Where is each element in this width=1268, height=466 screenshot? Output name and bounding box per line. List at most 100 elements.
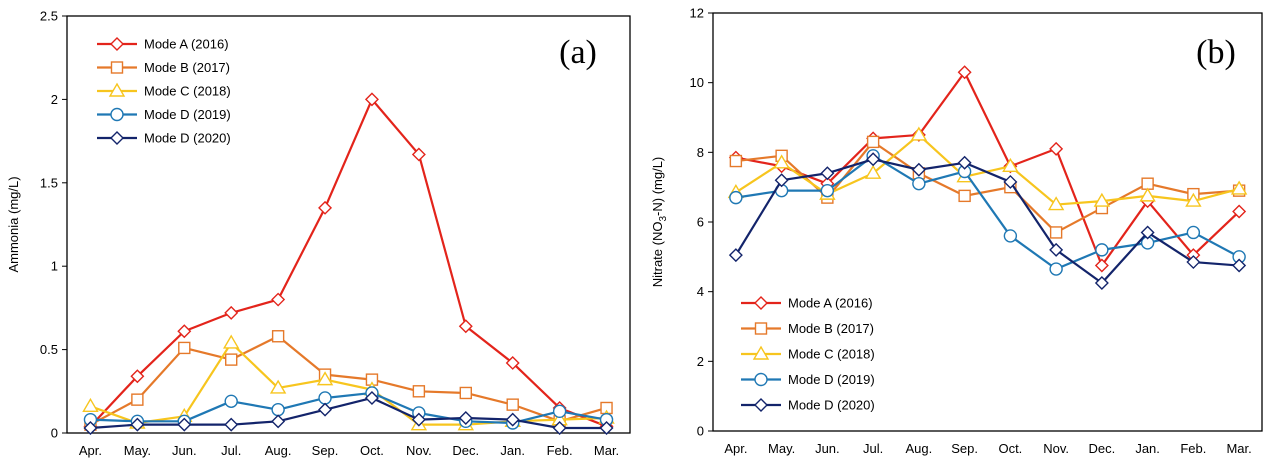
x-tick-label: Apr. (79, 443, 102, 458)
data-point (318, 391, 332, 405)
data-point (728, 248, 743, 263)
data-point (864, 164, 882, 179)
legend-label: Mode C (2018) (144, 84, 231, 99)
y-tick-label: 2 (51, 92, 58, 107)
data-point (459, 386, 472, 400)
data-point (364, 92, 379, 107)
y-tick-label: 10 (690, 75, 704, 90)
data-point (957, 65, 972, 80)
data-point (958, 189, 971, 203)
x-tick-label: Sep. (951, 441, 978, 456)
legend-marker (754, 296, 768, 310)
x-tick-label: Mar. (1226, 441, 1251, 456)
legend-label: Mode C (2018) (788, 347, 875, 362)
data-point (318, 200, 333, 215)
data-point (318, 402, 333, 417)
legend-label: Mode D (2020) (144, 131, 231, 146)
y-tick-label: 4 (697, 284, 704, 299)
data-point (774, 173, 789, 188)
y-tick-label: 0 (697, 424, 704, 439)
data-point (458, 319, 473, 334)
legend-label: Mode D (2020) (788, 398, 875, 413)
legend-marker (752, 345, 770, 360)
legend-marker (110, 61, 124, 74)
data-point (411, 412, 426, 427)
data-point (222, 334, 240, 349)
data-point (1140, 225, 1155, 240)
data-point (411, 147, 426, 162)
data-point (820, 166, 835, 181)
panel-label: (b) (1196, 34, 1236, 71)
legend-label: Mode B (2017) (144, 60, 230, 75)
data-point (316, 371, 334, 386)
series-mode-b-2017 (84, 330, 613, 431)
data-point (1049, 226, 1063, 239)
plot-frame (66, 15, 631, 434)
series-line (90, 396, 607, 430)
series-line (735, 133, 1240, 206)
data-point (506, 398, 519, 411)
y-tick-label: 1 (51, 259, 58, 274)
data-point (599, 421, 614, 435)
x-tick-label: May. (768, 441, 795, 456)
x-tick-label: Aug. (906, 441, 933, 456)
data-point (1049, 262, 1063, 276)
legend-marker (110, 107, 124, 122)
data-point (271, 402, 285, 417)
legend: Mode A (2016) Mode B (2017) Mode C (2018) M… (741, 296, 875, 413)
data-point (224, 394, 238, 409)
data-point (130, 369, 145, 384)
legend-marker (754, 398, 768, 412)
data-point (225, 353, 238, 366)
data-point (773, 154, 790, 169)
data-point (1002, 157, 1019, 172)
data-point (1186, 255, 1201, 270)
legend-marker (754, 372, 768, 387)
y-tick-label: 12 (690, 6, 704, 21)
x-tick-label: Jun. (172, 443, 197, 458)
legend-marker (754, 322, 768, 335)
data-point (1186, 225, 1201, 240)
series-mode-d-2019 (729, 149, 1246, 276)
data-point (505, 412, 520, 427)
data-point (269, 379, 287, 394)
data-point (82, 397, 99, 413)
series-line (90, 341, 607, 426)
x-tick-label: Feb. (1180, 441, 1206, 456)
legend-label: Mode B (2017) (788, 321, 874, 336)
chart-panel-a: 0 0.5 1 1.5 2 2.5 Apr. May. Jun. Jul. Aug. Sep. Oct.… (6, 9, 631, 458)
x-tick-label: Aug. (265, 443, 292, 458)
data-point (1047, 196, 1065, 211)
legend-marker (110, 131, 124, 145)
data-point (271, 330, 285, 343)
x-tick-label: Sep. (312, 443, 339, 458)
y-axis-title: Ammonia (mg/L) (6, 176, 21, 272)
data-point (271, 414, 286, 429)
x-tick-label: Jan. (500, 443, 525, 458)
data-point (552, 421, 567, 435)
x-tick-label: Oct. (360, 443, 384, 458)
x-tick-label: Mar. (594, 443, 619, 458)
data-point (1093, 192, 1111, 207)
data-point (1003, 229, 1018, 243)
y-tick-label: 8 (697, 145, 704, 160)
y-axis-title: Nitrate (NO3-N) (mg/L) (650, 157, 669, 288)
data-point (1232, 204, 1247, 219)
data-point (1139, 187, 1156, 202)
y-tick-label: 2.5 (40, 9, 58, 24)
data-point (866, 152, 881, 167)
y-tick-label: 6 (697, 215, 704, 230)
x-tick-label: Dec. (452, 443, 479, 458)
data-point (729, 190, 743, 205)
series-line (89, 98, 607, 428)
data-point (1003, 174, 1018, 189)
data-point (1185, 192, 1202, 207)
series-line (735, 154, 1240, 271)
plot-frame (712, 12, 1263, 432)
y-tick-label: 1.5 (40, 175, 58, 190)
legend-marker (108, 82, 126, 97)
x-tick-label: Oct. (998, 441, 1022, 456)
data-point (957, 155, 972, 170)
x-tick-label: Dec. (1089, 441, 1116, 456)
x-tick-label: May. (124, 443, 151, 458)
